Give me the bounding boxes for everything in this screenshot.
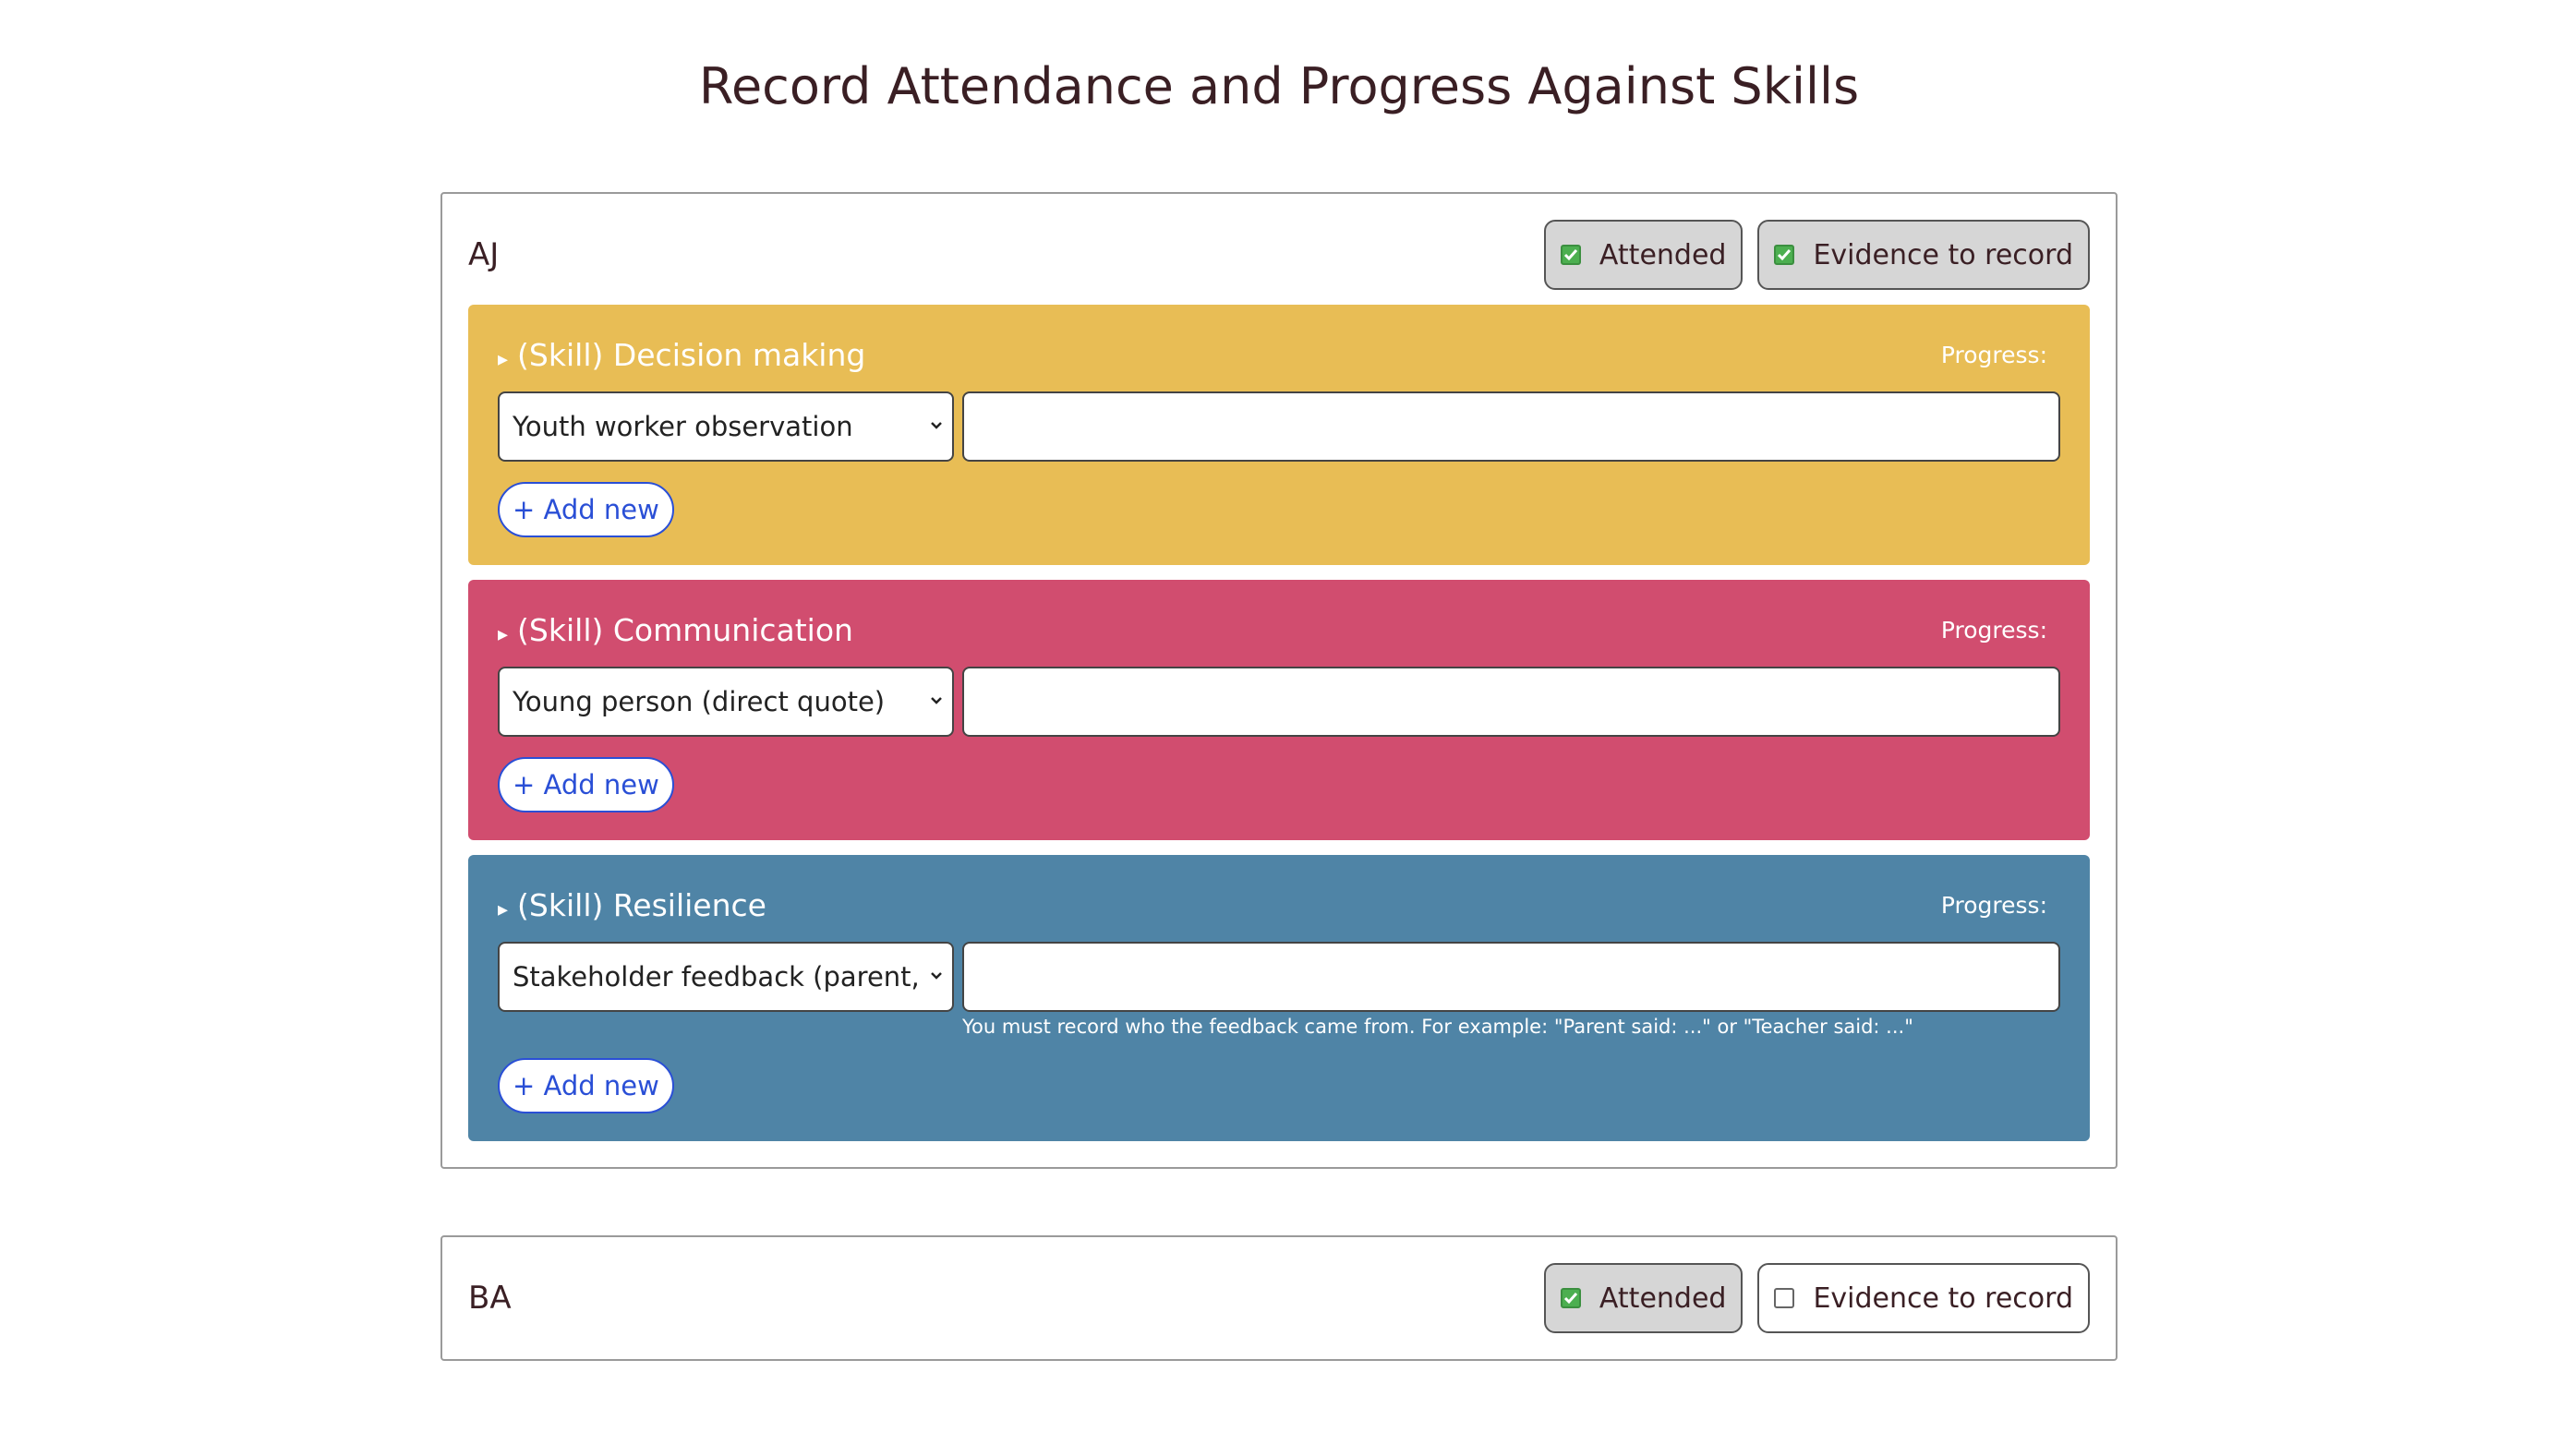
toggle-label: Attended	[1599, 238, 1727, 271]
evidence-row: Young person (direct quote)	[498, 667, 2060, 737]
card-header: BA Attended Evidence to record	[468, 1263, 2090, 1333]
student-list: AJ Attended Evidence to record (Skill) Deci…	[440, 192, 2118, 1427]
progress-label: Progress:	[1940, 341, 2047, 368]
source-select[interactable]: Youth worker observation	[498, 391, 954, 462]
evidence-toggle[interactable]: Evidence to record	[1757, 220, 2090, 290]
add-new-button[interactable]: + Add new	[498, 482, 674, 537]
student-name: BA	[468, 1280, 512, 1317]
select-value: Youth worker observation	[513, 411, 853, 442]
toggle-label: Attended	[1599, 1282, 1727, 1315]
evidence-row: Stakeholder feedback (parent,	[498, 942, 2060, 1012]
card-header: AJ Attended Evidence to record	[468, 220, 2090, 290]
progress-label: Progress:	[1940, 616, 2047, 644]
help-note: You must record who the feedback came fr…	[962, 1016, 1913, 1038]
page-title: Record Attendance and Progress Against S…	[698, 57, 1860, 115]
source-select[interactable]: Stakeholder feedback (parent,	[498, 942, 954, 1012]
skill-title[interactable]: (Skill) Resilience	[498, 887, 1941, 923]
student-card: BA Attended Evidence to record	[440, 1235, 2118, 1361]
evidence-textarea[interactable]	[962, 667, 2060, 737]
checkbox[interactable]	[1774, 1288, 1795, 1308]
evidence-textarea[interactable]	[962, 391, 2060, 462]
evidence-row: Youth worker observation	[498, 391, 2060, 462]
add-new-button[interactable]: + Add new	[498, 1058, 674, 1113]
select-value: Stakeholder feedback (parent,	[513, 961, 920, 993]
attended-toggle[interactable]: Attended	[1543, 220, 1744, 290]
add-new-button[interactable]: + Add new	[498, 757, 674, 812]
progress-label: Progress:	[1940, 891, 2047, 919]
source-select[interactable]: Young person (direct quote)	[498, 667, 954, 737]
toggle-label: Evidence to record	[1813, 238, 2073, 271]
checkbox[interactable]	[1774, 245, 1795, 265]
select-value: Young person (direct quote)	[513, 686, 886, 717]
evidence-textarea[interactable]	[962, 942, 2060, 1012]
toggle-label: Evidence to record	[1813, 1282, 2073, 1315]
skill-title[interactable]: (Skill) Decision making	[498, 337, 1941, 373]
student-card: AJ Attended Evidence to record (Skill) Deci…	[440, 192, 2118, 1169]
skill-title[interactable]: (Skill) Communication	[498, 612, 1941, 648]
checkbox[interactable]	[1560, 1288, 1581, 1308]
evidence-toggle[interactable]: Evidence to record	[1757, 1263, 2090, 1333]
attended-toggle[interactable]: Attended	[1543, 1263, 1744, 1333]
checkbox[interactable]	[1560, 245, 1581, 265]
student-name: AJ	[468, 236, 500, 273]
